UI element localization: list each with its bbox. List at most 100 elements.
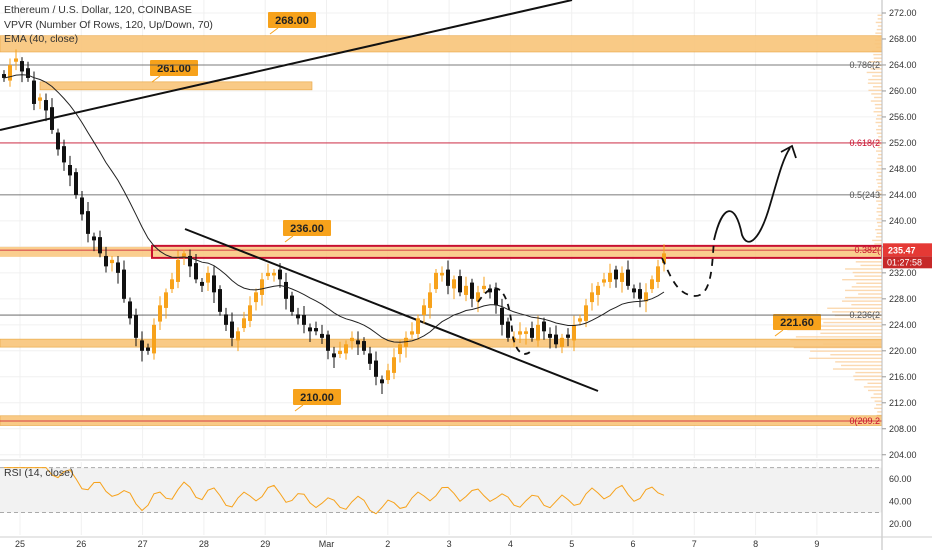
volume-profile-bar [866, 71, 882, 74]
candle-body [362, 341, 366, 351]
candle-body [254, 292, 258, 303]
volume-profile-bar [827, 307, 882, 309]
candle-body [644, 292, 648, 302]
volume-profile-bar [873, 57, 882, 59]
zone-band [39, 81, 313, 91]
candle-body [584, 305, 588, 321]
volume-profile-bar [871, 93, 882, 95]
candle-body [470, 282, 474, 299]
candle-body [320, 333, 324, 338]
candle-body [134, 315, 138, 338]
price-tick-label: 204.00 [889, 450, 917, 460]
time-tick-label: 3 [447, 539, 452, 549]
volume-profile-bar [878, 203, 882, 206]
price-tick-label: 212.00 [889, 398, 917, 408]
candle-body [590, 292, 594, 303]
zone-label-box [150, 60, 198, 76]
candle-body [248, 305, 252, 321]
vpvr-legend: VPVR (Number Of Rows, 120, Up/Down, 70) [4, 19, 213, 31]
candle-body [632, 288, 636, 293]
current-price-tag [883, 243, 932, 257]
volume-profile-bar [877, 14, 882, 16]
volume-profile-bar [863, 386, 882, 388]
zone-label-text: 261.00 [157, 63, 191, 75]
zone-label-box [293, 389, 341, 405]
candle-body [392, 357, 396, 373]
volume-profile-bar [874, 103, 882, 106]
volume-profile-bar [878, 153, 882, 156]
price-tick-label: 224.00 [889, 320, 917, 330]
ema-line [3, 74, 665, 343]
candle-body [194, 263, 198, 280]
candle-body [506, 321, 510, 338]
chart-title: Ethereum / U.S. Dollar, 120, COINBASE [4, 4, 192, 16]
candle-body [476, 292, 480, 302]
time-tick-label: 8 [753, 539, 758, 549]
volume-profile-bar [877, 411, 882, 413]
volume-profile-bar [841, 300, 882, 302]
candle-body [398, 344, 402, 355]
volume-profile-bar [875, 21, 882, 24]
volume-profile-bar [872, 75, 882, 77]
volume-profile-bar [868, 389, 882, 392]
time-tick-label: 5 [569, 539, 574, 549]
candle-body [560, 337, 564, 347]
volume-profile-bar [876, 168, 882, 170]
candle-body [380, 379, 384, 384]
price-tick-label: 232.00 [889, 268, 917, 278]
volume-profile-bar [875, 139, 882, 142]
volume-profile-bar [870, 100, 882, 102]
candle-body [236, 331, 240, 341]
volume-profile-bar [876, 178, 882, 181]
volume-profile-bar [842, 278, 882, 281]
volume-profile-bar [875, 150, 882, 152]
volume-profile-bar [876, 28, 882, 31]
volume-profile-bar [793, 346, 882, 349]
rsi-band-fill [0, 467, 882, 513]
zone-label-pointer [774, 329, 784, 337]
zone-label-box [283, 220, 331, 236]
volume-profile-bar [876, 189, 882, 192]
volume-profile-bar [876, 200, 882, 202]
volume-profile-bar [877, 196, 882, 199]
candle-body [50, 107, 54, 130]
volume-profile-bar [845, 289, 882, 292]
candle-body [338, 350, 342, 355]
rsi-tick-label: 60.00 [889, 474, 912, 484]
zone-label-text: 268.00 [275, 15, 309, 27]
candle-body [548, 333, 552, 338]
candle-body [626, 269, 630, 286]
candle-body [176, 259, 180, 282]
candle-body [452, 279, 456, 289]
volume-profile-bar [855, 261, 882, 263]
volume-profile-bar [872, 86, 882, 88]
candle-body [122, 269, 126, 299]
candle-body [230, 321, 234, 338]
volume-profile-bar [877, 225, 882, 227]
rsi-panel [0, 459, 932, 515]
projection-dip-path [477, 287, 531, 355]
volume-profile-bar [832, 368, 882, 370]
candle-body [296, 314, 300, 319]
candle-body [182, 253, 186, 257]
volume-profile-bar [867, 382, 882, 385]
candle-body [170, 279, 174, 290]
candle-body [416, 318, 420, 334]
zone-band [0, 338, 883, 348]
volume-profile-bar [875, 118, 882, 120]
volume-profile-bar [877, 25, 882, 27]
candle-body [68, 165, 72, 176]
volume-profile-bar [874, 407, 882, 410]
price-tick-label: 256.00 [889, 112, 917, 122]
candle-body [542, 321, 546, 332]
candle-body [374, 360, 378, 377]
volume-profile-bar [878, 214, 882, 217]
volume-profile-bar [878, 125, 882, 127]
candle-body [620, 272, 624, 282]
price-tick-label: 272.00 [889, 8, 917, 18]
candle-body [92, 236, 96, 241]
volume-profile-bar [876, 132, 882, 134]
candle-body [62, 146, 66, 163]
volume-profile-bar [795, 336, 882, 338]
